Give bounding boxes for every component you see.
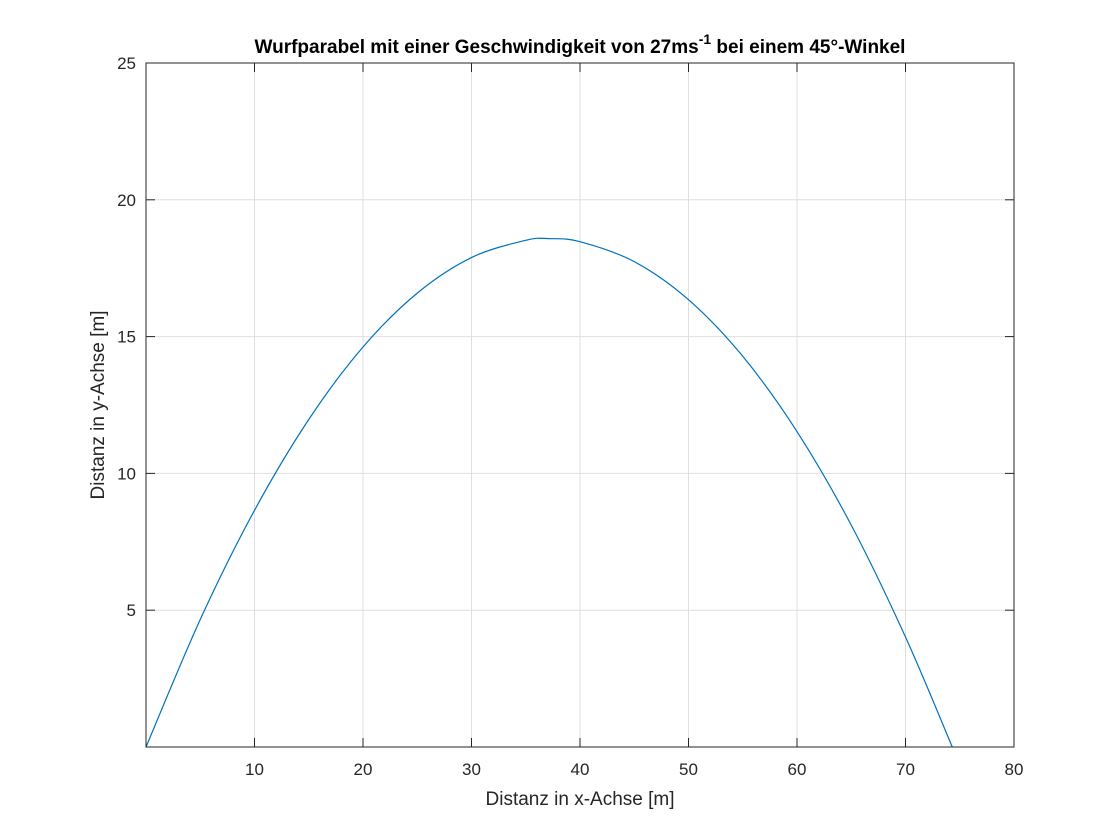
y-tick-label: 20 [117,191,136,210]
y-axis-label: Distanz in y-Achse [m] [88,311,109,500]
y-tick-label: 10 [117,464,136,483]
x-tick-label: 60 [788,760,807,779]
grid [146,63,1014,747]
chart-title-main: Wurfparabel mit einer Geschwindigkeit vo… [255,37,699,58]
series-layer [145,237,953,748]
x-tick-label: 80 [1005,760,1024,779]
y-tick-label: 25 [117,54,136,73]
x-tick-label: 10 [245,760,264,779]
x-tick-label: 70 [896,760,915,779]
y-tick-label: 15 [117,328,136,347]
x-tick-label: 40 [571,760,590,779]
x-tick-label: 20 [354,760,373,779]
ticks: 10 20 30 40 50 60 70 80 5 10 15 20 25 [117,54,1023,779]
x-tick-label: 50 [679,760,698,779]
trajectory-line [145,237,953,748]
x-axis-label: Distanz in x-Achse [m] [486,789,675,810]
x-tick-label: 30 [462,760,481,779]
chart-title-superscript: -1 [699,31,712,47]
chart-title: Wurfparabel mit einer Geschwindigkeit vo… [255,31,906,58]
y-tick-label: 5 [127,601,136,620]
chart-title-tail: bei einem 45°-Winkel [711,37,905,58]
